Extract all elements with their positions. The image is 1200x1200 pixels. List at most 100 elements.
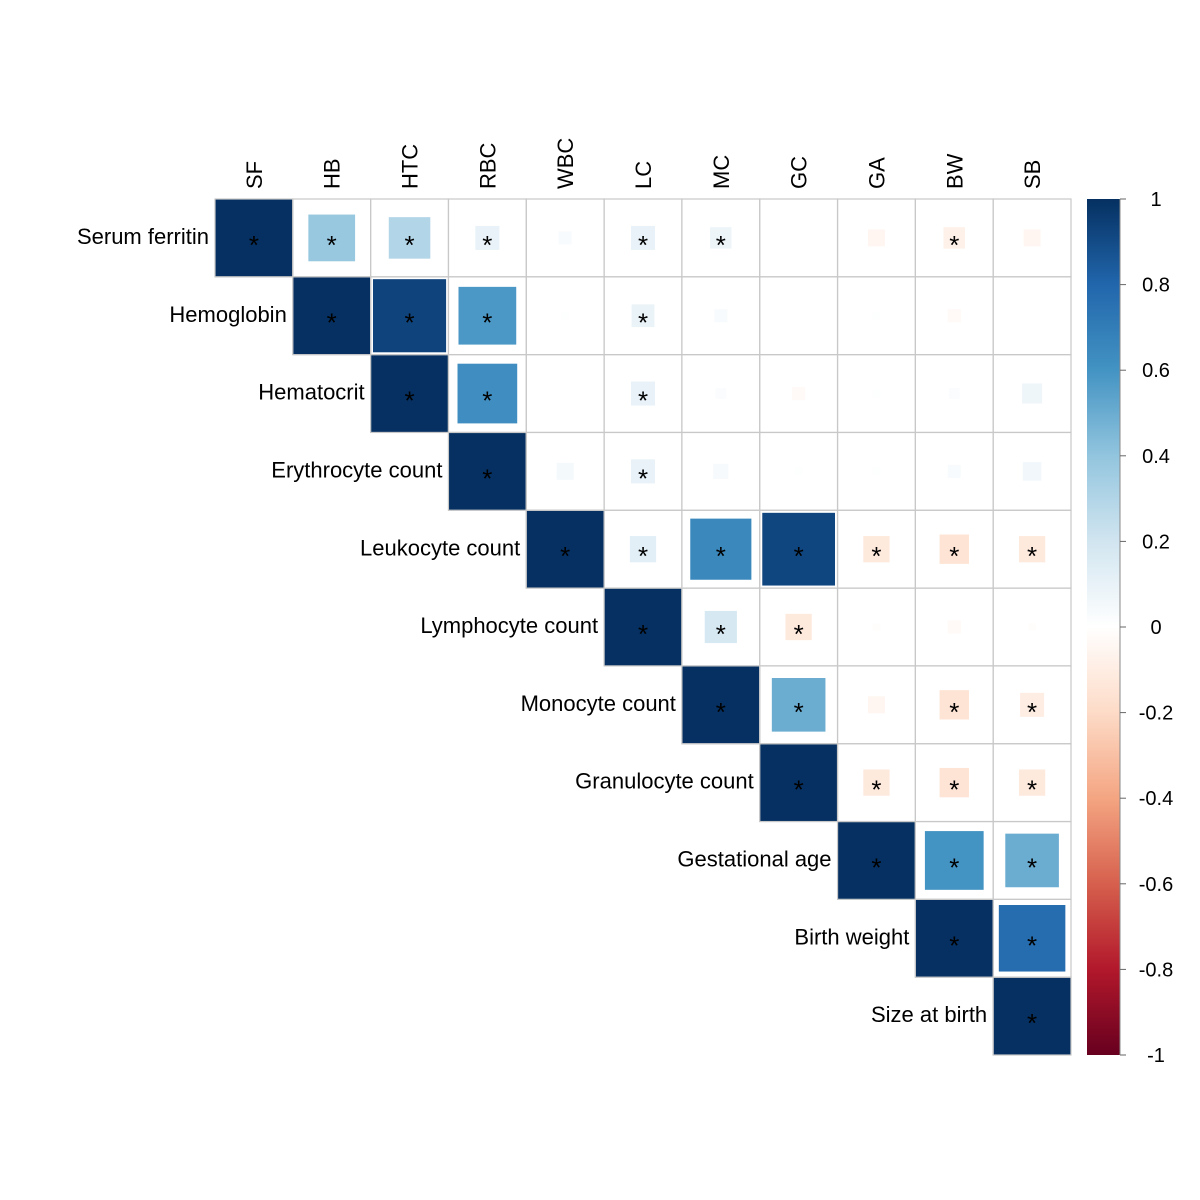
corr-square-granulocyte-count-ga — [863, 769, 890, 796]
significance-star: * — [327, 230, 337, 260]
significance-star: * — [638, 463, 648, 493]
significance-star: * — [716, 541, 726, 571]
row-label: Monocyte count — [521, 691, 676, 716]
significance-star: * — [871, 852, 881, 882]
significance-star: * — [871, 775, 881, 805]
significance-star: * — [1027, 541, 1037, 571]
corr-square-birth-weight-bw — [914, 898, 994, 978]
row-label: Gestational age — [677, 847, 831, 872]
corr-square-lymphocyte-count-mc — [704, 610, 737, 644]
corr-square-erythrocyte-count-lc — [631, 459, 655, 484]
grid-layer — [214, 198, 1072, 1056]
colorbar-tick-label: 0.8 — [1142, 275, 1170, 297]
corr-square-serum-ferritin-sb — [1023, 229, 1041, 247]
grid-cell — [992, 976, 1072, 1056]
row-label: Lymphocyte count — [420, 613, 598, 638]
corr-square-monocyte-count-mc — [681, 665, 761, 745]
colorbar-tick-label: -1 — [1147, 1045, 1165, 1067]
corr-square-erythrocyte-count-wbc — [556, 462, 574, 480]
significance-star: * — [949, 775, 959, 805]
corr-square-hematocrit-lc — [631, 381, 655, 406]
corr-square-serum-ferritin-sf — [214, 198, 294, 278]
corr-square-hemoglobin-rbc — [458, 286, 517, 345]
corr-square-hemoglobin-bw — [947, 309, 961, 323]
row-label: Leukocyte count — [360, 535, 520, 560]
corr-square-gestational-age-sb — [1005, 833, 1059, 888]
colorbar-gradient — [1087, 199, 1120, 1055]
significance-star: * — [716, 619, 726, 649]
corr-square-lymphocyte-count-bw — [947, 620, 961, 634]
row-label: Serum ferritin — [77, 224, 209, 249]
corr-square-monocyte-count-ga — [867, 696, 885, 714]
column-label: MC — [709, 155, 734, 189]
corr-square-lymphocyte-count-ga — [872, 623, 881, 631]
corr-square-hemoglobin-ga — [872, 311, 881, 320]
corr-square-erythrocyte-count-bw — [947, 464, 961, 478]
corr-square-gestational-age-bw — [924, 831, 984, 890]
significance-star: * — [404, 386, 414, 416]
corr-square-birth-weight-sb — [998, 905, 1066, 972]
row-label: Hemoglobin — [169, 302, 286, 327]
grid-cell — [759, 198, 839, 278]
colorbar-tick-label: 0 — [1150, 617, 1161, 639]
significance-star: * — [1027, 1008, 1037, 1038]
significance-star: * — [560, 541, 570, 571]
significance-star: * — [404, 230, 414, 260]
corr-square-hematocrit-ga — [872, 389, 881, 398]
significance-star: * — [794, 541, 804, 571]
corr-square-erythrocyte-count-gc — [794, 467, 803, 476]
column-label: SF — [242, 161, 267, 189]
significance-star: * — [949, 230, 959, 260]
significance-star: * — [638, 541, 648, 571]
significance-star: * — [1027, 852, 1037, 882]
corr-square-leukocyte-count-sb — [1018, 536, 1046, 563]
corr-square-gestational-age-ga — [837, 821, 916, 900]
corr-square-serum-ferritin-bw — [943, 227, 965, 249]
row-label: Hematocrit — [258, 380, 364, 405]
significance-star: * — [1027, 775, 1037, 805]
row-labels: Serum ferritin Hemoglobin Hematocrit Erythr… — [77, 224, 987, 1027]
colorbar-tick-label: -0.6 — [1139, 874, 1173, 896]
significance-star: * — [794, 619, 804, 649]
colorbar: 1 0.8 0.6 0.4 0.2 0 -0.2 -0.4 -0.6 -0.8 -1 — [1087, 189, 1173, 1067]
significance-star: * — [482, 386, 492, 416]
corr-square-granulocyte-count-sb — [1018, 769, 1046, 796]
corr-square-hemoglobin-wbc — [561, 311, 569, 320]
corr-square-monocyte-count-gc — [771, 678, 826, 732]
row-label: Birth weight — [794, 924, 909, 949]
corr-square-serum-ferritin-ga — [867, 229, 885, 247]
significance-star: * — [716, 230, 726, 260]
row-label: Erythrocyte count — [271, 457, 442, 482]
corr-square-hematocrit-rbc — [457, 363, 518, 424]
significance-star: * — [949, 852, 959, 882]
corr-square-monocyte-count-bw — [939, 690, 969, 720]
colorbar-tick-label: -0.4 — [1139, 788, 1173, 810]
corr-square-serum-ferritin-mc — [710, 227, 732, 249]
corr-square-serum-ferritin-htc — [388, 217, 431, 259]
column-label: WBC — [553, 138, 578, 189]
grid-cell — [992, 276, 1072, 356]
significance-star: * — [794, 697, 804, 727]
colorbar-tick-label: 1 — [1150, 189, 1161, 211]
column-label: GC — [787, 156, 812, 189]
column-label: BW — [942, 153, 967, 189]
corr-square-erythrocyte-count-sb — [1022, 462, 1042, 481]
corr-square-erythrocyte-count-mc — [713, 463, 729, 479]
corr-square-hemoglobin-lc — [631, 304, 655, 328]
corr-square-lymphocyte-count-gc — [785, 613, 812, 641]
corr-square-hematocrit-sb — [1022, 383, 1043, 404]
corr-square-hematocrit-htc — [370, 354, 449, 433]
row-label: Size at birth — [871, 1002, 987, 1027]
corr-square-serum-ferritin-hb — [308, 214, 356, 262]
corr-square-leukocyte-count-lc — [629, 536, 657, 563]
colorbar-tick-label: -0.8 — [1139, 959, 1173, 981]
significance-star: * — [1027, 697, 1037, 727]
colorbar-tick-label: 0.2 — [1142, 531, 1170, 553]
significance-star: * — [1027, 930, 1037, 960]
column-label: LC — [631, 161, 656, 189]
corr-square-erythrocyte-count-ga — [872, 467, 881, 476]
corr-square-hematocrit-mc — [715, 388, 727, 399]
significance-star: * — [404, 308, 414, 338]
significance-star: * — [482, 463, 492, 493]
significance-star: * — [949, 541, 959, 571]
